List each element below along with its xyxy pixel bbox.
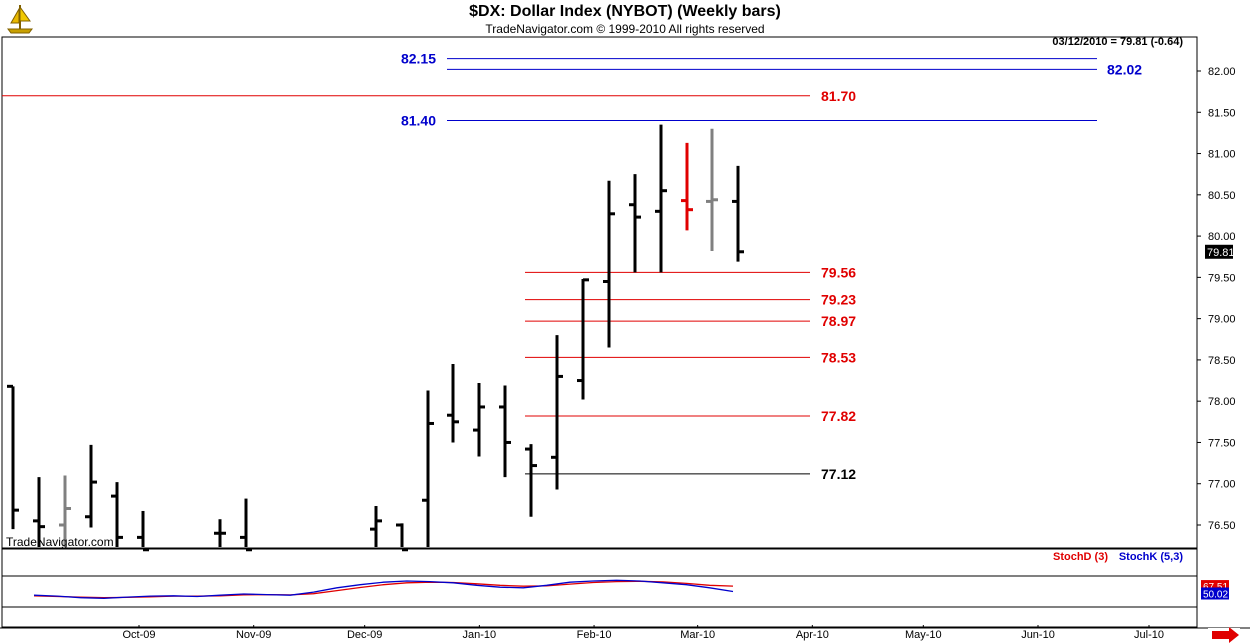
level-label: 82.02 [1107,61,1142,77]
level-label: 79.56 [821,264,856,280]
x-tick-label: Oct-09 [122,629,155,641]
price-axis: 82.00 81.50 81.00 80.50 80.00 79.50 79.00 78.50… [1197,66,1236,532]
level-label: 78.53 [821,349,856,365]
ship-wheel-logo-icon [7,5,33,34]
chart-subtitle: TradeNavigator.com © 1999-2010 All right… [485,22,765,36]
price-panel-border [1,36,1198,549]
indicator-panel-border [1,548,1198,628]
stochk-label: StochK (5,3) [1119,551,1184,563]
ohlc-bar [85,444,97,528]
ohlc-bar [59,475,71,547]
last-price-tag-bg [1205,244,1233,259]
ohlc-bar [447,364,459,443]
ohlc-bar [525,444,537,517]
stochk-line [33,579,734,599]
y-tick-label: 78.00 [1208,396,1236,408]
stochk-value-bg [1201,587,1229,600]
ohlc-bar [499,385,511,478]
ohlc-bar [396,523,408,552]
level-label: 82.15 [401,51,436,67]
y-tick-label: 79.50 [1208,272,1236,284]
last-quote: 03/12/2010 = 79.81 (-0.64) [1052,36,1183,48]
y-tick-label: 79.00 [1208,314,1236,326]
ohlc-bar [551,335,563,490]
chart-header: $DX: Dollar Index (NYBOT) (Weekly bars) … [0,0,1250,38]
date-axis: Oct-09 Nov-09 Dec-09 Jan-10 Feb-10 Mar-10 Apr-… [122,625,1164,641]
ohlc-bar [7,384,19,530]
y-tick-label: 77.00 [1208,479,1236,491]
x-tick-label: May-10 [905,629,942,641]
stochastic-panel: 67.5150.02 [33,579,1229,600]
ohlc-bar [240,498,252,552]
level-label: 81.40 [401,113,436,129]
level-lines: 82.15 82.02 81.70 81.40 79.56 79.23 78.97 78.53… [2,51,1142,482]
ohlc-bar [681,142,693,231]
x-tick-label: Jul-10 [1134,629,1164,641]
x-tick-label: Nov-09 [236,629,271,641]
ohlc-bar [111,482,123,547]
ohlc-bar [370,506,382,547]
chart-title: $DX: Dollar Index (NYBOT) (Weekly bars) [469,3,781,20]
level-label: 77.12 [821,466,856,482]
ohlc-bar [137,510,149,552]
y-tick-label: 81.00 [1208,149,1236,161]
y-tick-label: 76.50 [1208,520,1236,532]
level-label: 77.82 [821,408,856,424]
scroll-right-button[interactable] [1208,627,1240,643]
ohlc-bar [655,124,667,273]
x-tick-label: Jun-10 [1021,629,1055,641]
ohlc-bar [33,477,45,547]
y-tick-label: 82.00 [1208,66,1236,78]
stochd-line [33,580,734,599]
level-label: 81.70 [821,88,856,104]
chart-frame [0,36,1250,629]
x-tick-label: Apr-10 [796,629,829,641]
ohlc-bar [214,519,226,547]
ohlc-bar [706,128,718,251]
x-tick-label: Feb-10 [577,629,612,641]
ohlc-bar [629,174,641,273]
ohlc-bars [7,124,744,552]
level-label: 79.23 [821,292,856,308]
last-price-tag: 79.81 [1207,247,1235,259]
stochd-label: StochD (3) [1053,551,1108,563]
ohlc-bar [577,278,589,400]
level-label: 78.97 [821,313,856,329]
stochk-value: 50.02 [1203,589,1228,600]
y-tick-label: 78.50 [1208,355,1236,367]
y-tick-label: 77.50 [1208,437,1236,449]
ohlc-bar [473,383,485,457]
x-tick-label: Mar-10 [680,629,715,641]
ohlc-bar [603,180,615,348]
y-tick-label: 81.50 [1208,107,1236,119]
x-tick-label: Jan-10 [463,629,497,641]
ohlc-bar [732,165,744,262]
watermark-text: TradeNavigator.com [6,535,114,549]
ohlc-bar [422,390,434,547]
y-tick-label: 80.50 [1208,190,1236,202]
x-tick-label: Dec-09 [347,629,382,641]
y-tick-label: 80.00 [1208,231,1236,243]
